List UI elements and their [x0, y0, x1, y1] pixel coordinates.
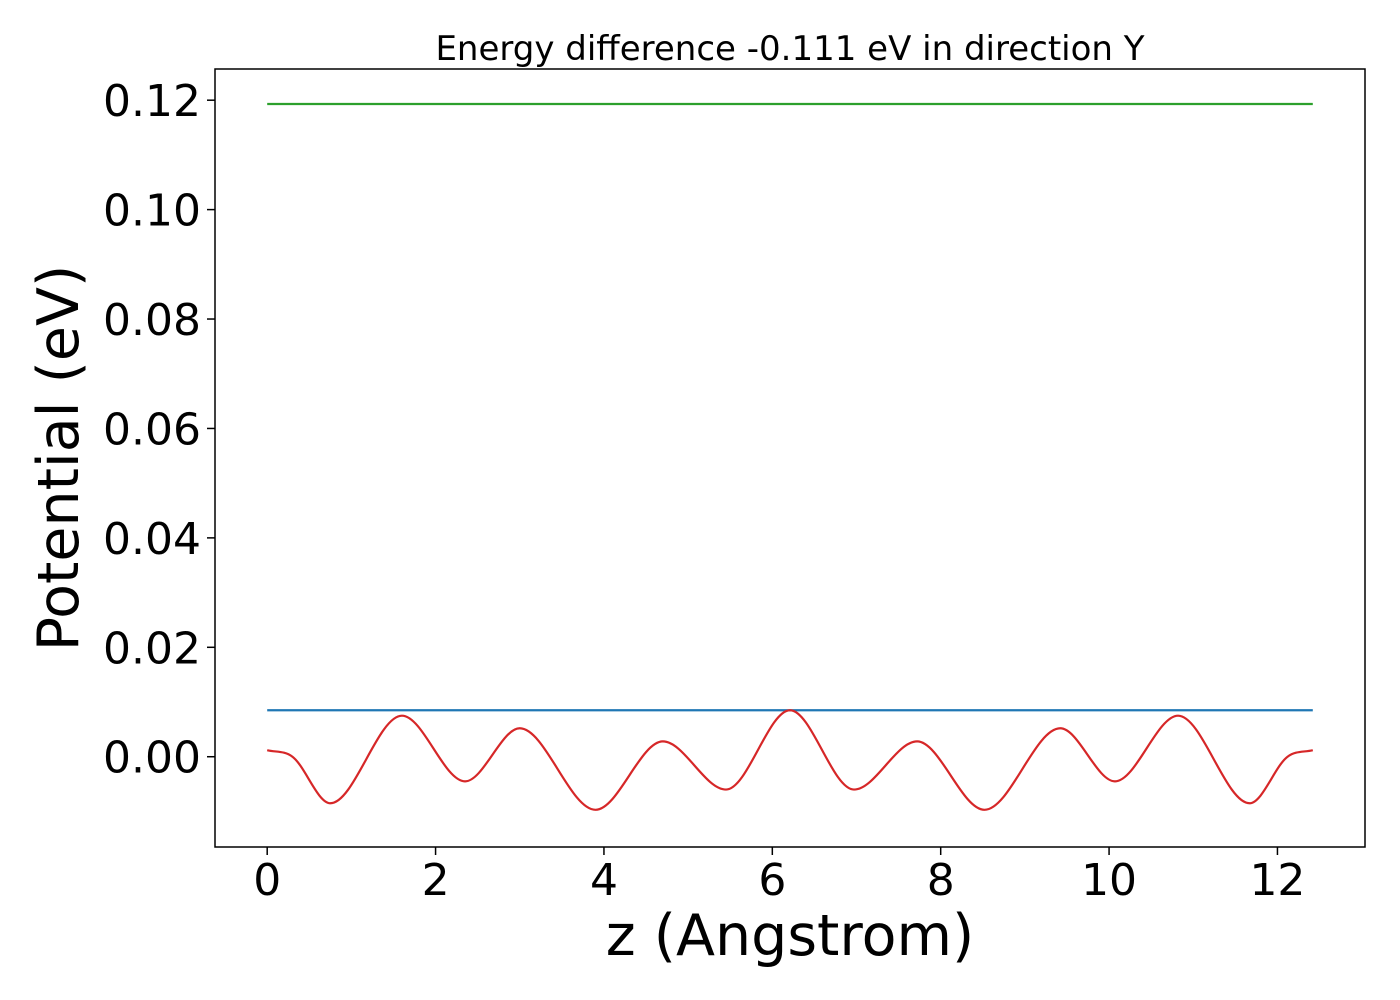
x-tick-label: 4: [590, 855, 618, 906]
x-tick-label: 6: [758, 855, 786, 906]
y-tick-label: 0.10: [103, 186, 201, 237]
plot-frame: [214, 68, 1366, 848]
series-layer: [266, 102, 1314, 811]
y-tick-label: 0.06: [103, 404, 201, 455]
y-tick-label: 0.08: [103, 295, 201, 346]
chart-title: Energy difference -0.111 eV in direction…: [435, 29, 1144, 69]
y-axis: 0.00 0.02 0.04 0.06 0.08 0.10 0.12: [103, 76, 215, 784]
y-axis-label: Potential (eV): [26, 265, 92, 651]
x-axis: 0 2 4 6 8 10 12: [253, 847, 1305, 906]
x-tick-label: 10: [1081, 855, 1137, 906]
y-tick-label: 0.12: [103, 76, 201, 127]
x-tick-label: 8: [927, 855, 955, 906]
x-tick-label: 0: [253, 855, 281, 906]
series-line-3: [266, 709, 1314, 811]
y-tick-label: 0.04: [103, 514, 201, 565]
x-tick-label: 2: [422, 855, 450, 906]
y-tick-label: 0.02: [103, 623, 201, 674]
x-tick-label: 12: [1249, 855, 1305, 906]
x-axis-label: z (Angstrom): [606, 903, 974, 969]
y-tick-label: 0.00: [103, 733, 201, 784]
